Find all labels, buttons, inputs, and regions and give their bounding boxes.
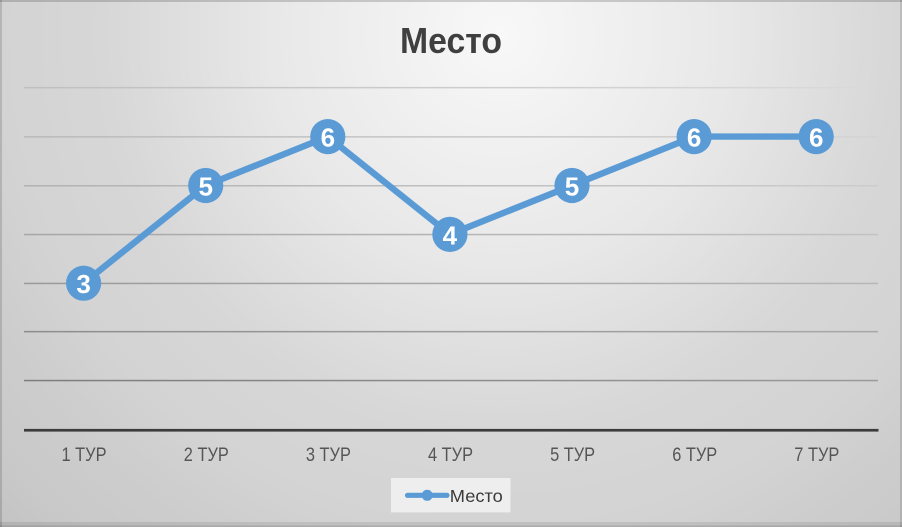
svg-text:5: 5	[198, 172, 212, 202]
svg-text:6: 6	[321, 123, 335, 153]
svg-text:1 ТУР: 1 ТУР	[62, 444, 107, 466]
svg-text:5: 5	[565, 172, 579, 202]
svg-text:3: 3	[76, 269, 90, 299]
svg-text:3 ТУР: 3 ТУР	[306, 444, 351, 466]
svg-text:6 ТУР: 6 ТУР	[672, 444, 717, 466]
svg-text:6: 6	[687, 123, 701, 153]
svg-text:Место: Место	[450, 486, 503, 506]
svg-text:2 ТУР: 2 ТУР	[184, 444, 229, 466]
svg-text:4 ТУР: 4 ТУР	[428, 444, 473, 466]
svg-text:5 ТУР: 5 ТУР	[550, 444, 595, 466]
svg-text:4: 4	[443, 220, 458, 250]
svg-text:6: 6	[809, 123, 823, 153]
svg-text:Место: Место	[400, 20, 502, 61]
svg-text:7 ТУР: 7 ТУР	[794, 444, 839, 466]
